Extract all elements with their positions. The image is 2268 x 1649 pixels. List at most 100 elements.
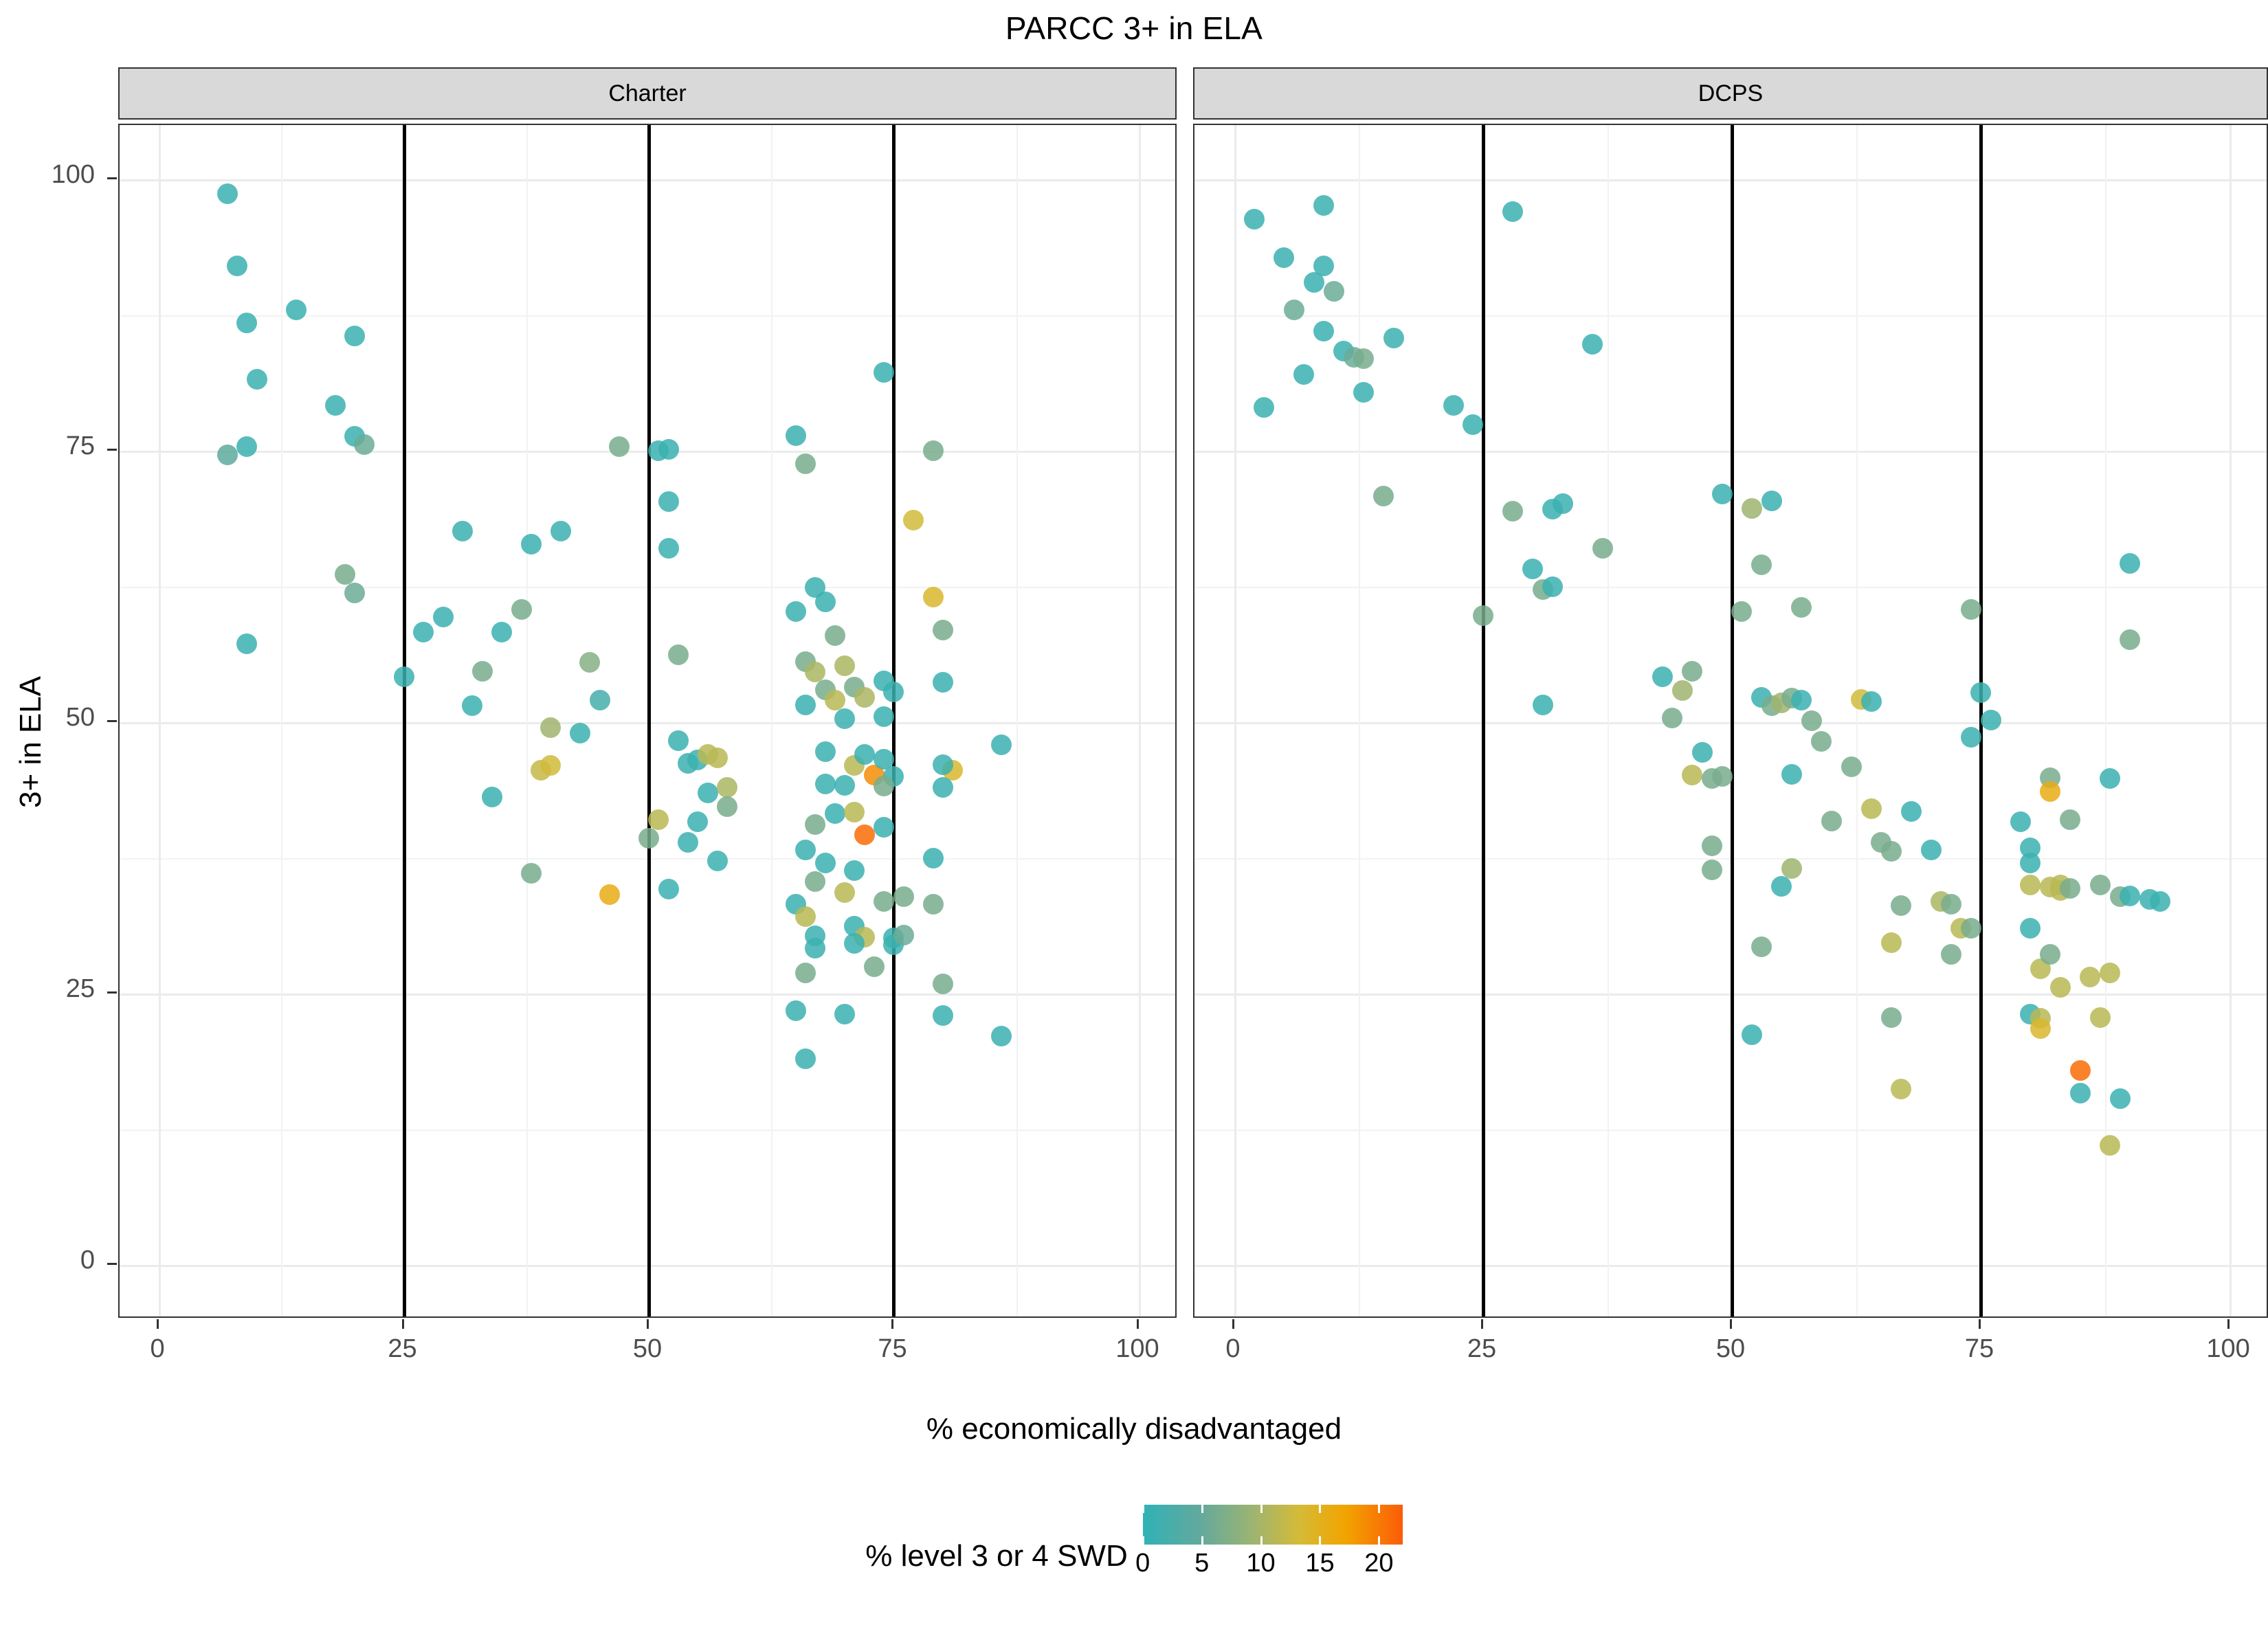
facet-strip-dcps-label: DCPS bbox=[1698, 80, 1764, 106]
scatter-point bbox=[452, 520, 474, 541]
facet-strip-charter-label: Charter bbox=[608, 80, 687, 106]
y-axis-tick-label: 100 bbox=[51, 160, 95, 189]
color-legend: % level 3 or 4 SWD 0 5 10 15 20 bbox=[0, 1505, 2268, 1578]
facet-strip-dcps: DCPS bbox=[1193, 67, 2268, 120]
scatter-point bbox=[814, 774, 836, 795]
scatter-point bbox=[2060, 809, 2081, 831]
reference-line-x-50 bbox=[647, 125, 651, 1316]
x-axis-tick-label: 0 bbox=[150, 1334, 165, 1363]
scatter-point bbox=[1283, 299, 1304, 320]
scatter-point bbox=[805, 814, 826, 835]
scatter-point bbox=[2020, 853, 2041, 874]
gridline-vertical-major bbox=[1138, 125, 1141, 1316]
scatter-point bbox=[922, 847, 944, 868]
scatter-point bbox=[667, 730, 689, 751]
scatter-point bbox=[854, 744, 875, 765]
scatter-point bbox=[922, 894, 944, 915]
scatter-point bbox=[678, 832, 699, 853]
scatter-point bbox=[1532, 694, 1553, 715]
gridline-vertical-minor bbox=[1358, 125, 1360, 1316]
scatter-point bbox=[2120, 629, 2141, 650]
scatter-point bbox=[2020, 875, 2041, 895]
scatter-point bbox=[1313, 194, 1335, 216]
color-legend-tick bbox=[1260, 1536, 1263, 1545]
scatter-point bbox=[2049, 976, 2071, 998]
scatter-point bbox=[2120, 553, 2141, 574]
scatter-point bbox=[1472, 605, 1493, 627]
scatter-point bbox=[1880, 932, 1902, 953]
scatter-point bbox=[1980, 709, 2001, 730]
scatter-point bbox=[922, 587, 944, 608]
scatter-point bbox=[814, 853, 836, 874]
scatter-point bbox=[1592, 538, 1613, 559]
scatter-point bbox=[1841, 756, 1862, 777]
scatter-point bbox=[1682, 660, 1703, 682]
scatter-point bbox=[874, 776, 895, 797]
scatter-point bbox=[658, 491, 679, 513]
scatter-point bbox=[1751, 936, 1772, 958]
scatter-point bbox=[1791, 690, 1812, 711]
scatter-point bbox=[1880, 1007, 1902, 1028]
scatter-point bbox=[893, 924, 914, 945]
scatter-point bbox=[1243, 209, 1265, 230]
scatter-point bbox=[589, 690, 610, 711]
scatter-point bbox=[1811, 731, 1832, 752]
scatter-point bbox=[1274, 247, 1295, 268]
x-axis-tick-label: 75 bbox=[878, 1334, 907, 1363]
scatter-point bbox=[932, 671, 953, 693]
scatter-point bbox=[874, 890, 895, 912]
facet-strip-charter: Charter bbox=[118, 67, 1177, 120]
scatter-point bbox=[1353, 381, 1375, 403]
scatter-point bbox=[1323, 280, 1344, 302]
color-legend-barwrap: 0 5 10 15 20 bbox=[1135, 1505, 1403, 1578]
scatter-point bbox=[344, 325, 366, 346]
scatter-point bbox=[814, 591, 836, 612]
x-axis-tick bbox=[1232, 1319, 1234, 1329]
color-legend-tick-label: 10 bbox=[1246, 1549, 1276, 1578]
gridline-vertical-minor bbox=[526, 125, 528, 1316]
scatter-point bbox=[648, 809, 669, 831]
y-axis-tick bbox=[107, 991, 117, 994]
scatter-point bbox=[236, 312, 258, 333]
color-legend-title: % level 3 or 4 SWD bbox=[865, 1539, 1128, 1573]
reference-line-x-75 bbox=[892, 125, 896, 1316]
reference-line-x-50 bbox=[1731, 125, 1734, 1316]
scatter-point bbox=[1313, 321, 1335, 342]
scatter-point bbox=[462, 695, 483, 717]
x-axis-tick-label: 100 bbox=[2206, 1334, 2250, 1363]
color-legend-tick-label: 20 bbox=[1364, 1549, 1394, 1578]
gridline-vertical-minor bbox=[1016, 125, 1018, 1316]
scatter-point bbox=[795, 1048, 816, 1069]
scatter-point bbox=[1652, 666, 1673, 687]
color-legend-tick bbox=[1378, 1505, 1381, 1513]
gridline-vertical-major bbox=[2230, 125, 2232, 1316]
scatter-point bbox=[874, 362, 895, 383]
y-axis-tick-label: 0 bbox=[80, 1246, 95, 1275]
scatter-point bbox=[1443, 394, 1464, 416]
panel-dcps bbox=[1193, 124, 2268, 1318]
scatter-point bbox=[903, 510, 924, 531]
y-axis-tick bbox=[107, 177, 117, 179]
x-axis-tick-label: 50 bbox=[632, 1334, 663, 1363]
scatter-point bbox=[2069, 1060, 2091, 1081]
scatter-point bbox=[1353, 348, 1375, 369]
scatter-point bbox=[2120, 885, 2141, 906]
gridline-vertical-minor bbox=[1856, 125, 1858, 1316]
x-axis-tick bbox=[2227, 1319, 2230, 1329]
scatter-point bbox=[354, 434, 375, 455]
scatter-point bbox=[932, 973, 953, 994]
scatter-point bbox=[717, 796, 738, 818]
scatter-point bbox=[1751, 554, 1772, 575]
scatter-point bbox=[413, 621, 434, 642]
scatter-point bbox=[1254, 396, 1275, 418]
scatter-point bbox=[1960, 598, 1981, 620]
scatter-point bbox=[2020, 918, 2041, 939]
scatter-point bbox=[227, 256, 248, 277]
y-axis-tick bbox=[107, 720, 117, 722]
scatter-point bbox=[2040, 944, 2061, 965]
scatter-point bbox=[717, 776, 738, 798]
scatter-point bbox=[1691, 742, 1713, 763]
scatter-point bbox=[471, 660, 493, 682]
scatter-point bbox=[246, 368, 267, 390]
scatter-point bbox=[2089, 1007, 2111, 1028]
